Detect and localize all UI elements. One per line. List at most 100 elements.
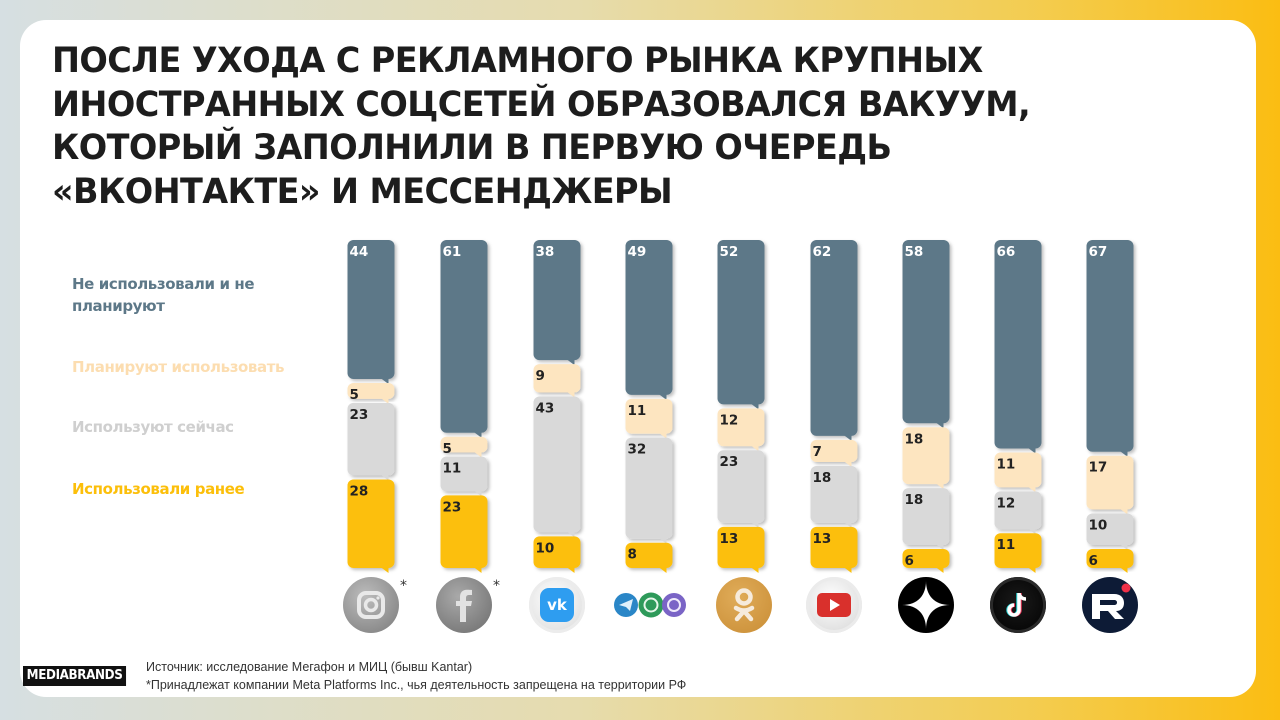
- bar-segment-tail: [380, 474, 389, 481]
- bar-value-label: 5: [350, 387, 359, 403]
- bar-segment: [1086, 549, 1134, 568]
- bar-value-label: 44: [350, 244, 369, 260]
- bar-column-messengers: 49 11 32 8: [625, 240, 673, 573]
- bar-value-label: 23: [720, 454, 739, 470]
- bar-value-label: 49: [628, 244, 647, 260]
- bar-value-label: 17: [1089, 460, 1108, 476]
- asterisk-mark: *: [400, 578, 407, 594]
- bar-segment-tail: [1119, 450, 1128, 457]
- bar-segment-tail: [935, 422, 944, 429]
- bar-value-label: 62: [813, 244, 832, 260]
- bar-segment-tail: [1119, 508, 1128, 515]
- bar-segment-tail: [1027, 567, 1036, 573]
- bar-segment-tail: [935, 544, 944, 551]
- bar-segment: [717, 240, 765, 405]
- bar-value-label: 32: [628, 442, 647, 458]
- bar-segment-tail: [473, 431, 482, 438]
- instagram-icon: [343, 577, 399, 633]
- title-line: ПОСЛЕ УХОДА С РЕКЛАМНОГО РЫНКА КРУПНЫХ: [52, 41, 983, 81]
- rutube-icon: [1082, 577, 1138, 633]
- bar-column-odnoklassniki: 52 12 23 13: [717, 240, 765, 573]
- bar-column-rutube: 67 17 10 6: [1086, 240, 1134, 573]
- bar-segment: [625, 542, 673, 568]
- bar-column-tiktok: 66 11 12 11: [994, 240, 1042, 573]
- bar-segment-tail: [843, 567, 852, 573]
- bar-segment: [347, 402, 395, 476]
- bar-value-label: 66: [997, 244, 1016, 260]
- bar-value-label: 18: [905, 431, 924, 447]
- legend-label: Используют сейчас: [72, 418, 234, 436]
- bar-value-label: 23: [443, 499, 462, 515]
- bar-value-label: 11: [628, 403, 647, 419]
- bar-value-label: 5: [443, 441, 452, 457]
- bar-value-label: 11: [997, 537, 1016, 553]
- bar-value-label: 18: [813, 470, 832, 486]
- bar-segment-tail: [658, 432, 667, 439]
- bar-value-label: 11: [997, 457, 1016, 473]
- bar-value-label: 38: [536, 244, 555, 260]
- bar-value-label: 6: [905, 553, 914, 569]
- bar-value-label: 10: [536, 540, 555, 556]
- bar-segment-tail: [750, 521, 759, 528]
- bar-value-label: 10: [1089, 517, 1108, 533]
- bar-segment: [994, 240, 1042, 449]
- bar-segment: [994, 533, 1042, 568]
- bar-segment: [902, 427, 950, 485]
- bar-column-youtube: 62 7 18 13: [810, 240, 858, 573]
- bar-value-label: 28: [350, 484, 369, 500]
- bar-column-facebook: 61 5 11 23: [440, 240, 488, 573]
- bar-column-instagram: 44 5 23 28: [347, 240, 395, 573]
- bar-segment-tail: [658, 537, 667, 544]
- bar-value-label: 43: [536, 401, 555, 417]
- legend-label: планируют: [72, 297, 165, 315]
- bar-segment-tail: [380, 378, 389, 385]
- bar-segment-tail: [658, 567, 667, 573]
- bar-segment-tail: [750, 567, 759, 573]
- bar-value-label: 9: [536, 368, 545, 384]
- messengers-icon: [613, 577, 687, 633]
- facebook-icon: [436, 577, 492, 633]
- bar-segment: [902, 549, 950, 568]
- bar-value-label: 12: [720, 412, 739, 428]
- vk-icon: vk: [529, 577, 585, 633]
- page-title: ПОСЛЕ УХОДА С РЕКЛАМНОГО РЫНКА КРУПНЫХ И…: [52, 40, 1168, 214]
- bar-segment-tail: [473, 490, 482, 497]
- bar-segment-tail: [380, 397, 389, 404]
- bar-value-label: 13: [813, 531, 832, 547]
- bar-segment-tail: [473, 567, 482, 573]
- youtube-icon: [806, 577, 862, 633]
- bar-segment-tail: [750, 445, 759, 452]
- bar-value-label: 58: [905, 244, 924, 260]
- title-line: ИНОСТРАННЫХ СОЦСЕТЕЙ ОБРАЗОВАЛСЯ ВАКУУМ,: [52, 84, 1031, 125]
- bar-value-label: 18: [905, 492, 924, 508]
- bar-segment-tail: [843, 461, 852, 468]
- bar-segment: [347, 479, 395, 568]
- bar-segment: [533, 364, 581, 393]
- bar-segment-tail: [935, 567, 944, 573]
- tiktok-icon: [990, 577, 1046, 633]
- bar-segment: [625, 437, 673, 539]
- bar-value-label: 11: [443, 461, 462, 477]
- bar-segment-tail: [843, 521, 852, 528]
- bar-segment: [717, 526, 765, 568]
- bar-segment-tail: [566, 391, 575, 398]
- bar-segment: [810, 526, 858, 568]
- bar-segment: [1086, 240, 1134, 452]
- bar-segment-tail: [566, 359, 575, 366]
- mediabrands-logo: MEDIABRANDS: [23, 666, 127, 686]
- bar-value-label: 6: [1089, 553, 1098, 569]
- bar-segment: [1086, 513, 1134, 546]
- bar-value-label: 13: [720, 531, 739, 547]
- bar-segment: [440, 456, 488, 492]
- bar-segment-tail: [843, 434, 852, 441]
- bar-segment: [810, 466, 858, 523]
- bar-segment: [810, 439, 858, 463]
- bar-segment: [440, 436, 488, 453]
- bar-value-label: 23: [350, 407, 369, 423]
- bar-segment: [440, 495, 488, 568]
- legend-item-used-before: Использовали ранее: [72, 478, 245, 500]
- bar-segment-tail: [935, 483, 944, 490]
- legend-label: Использовали ранее: [72, 480, 245, 498]
- bar-segment-tail: [1119, 544, 1128, 551]
- bar-segment: [533, 396, 581, 533]
